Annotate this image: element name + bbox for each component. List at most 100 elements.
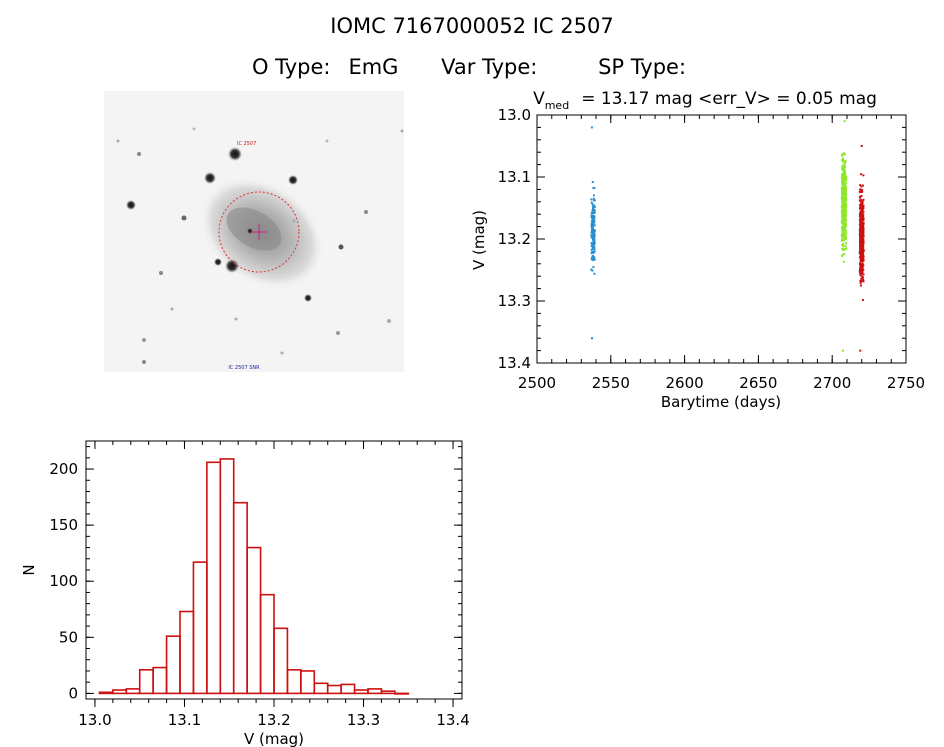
lc-point	[842, 187, 845, 190]
lc-point	[591, 231, 594, 234]
lc-point	[860, 243, 863, 246]
lc-point	[841, 227, 844, 230]
lc-point	[841, 221, 844, 224]
lc-point	[860, 259, 863, 262]
lc-point	[859, 265, 862, 268]
lc-point	[593, 250, 596, 253]
lc-point	[858, 263, 861, 266]
lc-point	[842, 188, 845, 191]
lc-point	[861, 214, 864, 217]
lc-point	[593, 217, 596, 220]
lc-point	[842, 188, 845, 191]
lc-point	[592, 246, 595, 249]
lc-point	[862, 235, 865, 238]
lc-point	[841, 222, 844, 225]
lc-point	[843, 194, 846, 197]
lc-point	[841, 204, 844, 207]
lc-point	[859, 233, 862, 236]
lc-point	[860, 204, 863, 207]
lc-point	[841, 180, 844, 183]
lc-point	[590, 235, 593, 238]
lc-point	[859, 266, 862, 269]
lc-point	[860, 234, 863, 237]
lc-point	[593, 243, 596, 246]
lc-point	[843, 221, 846, 224]
lc-point	[862, 245, 865, 248]
lc-point	[859, 219, 862, 222]
lc-point	[844, 232, 847, 235]
lc-point	[861, 236, 864, 239]
lc-point	[860, 249, 863, 252]
lc-point	[845, 247, 848, 250]
lc-point	[858, 251, 861, 254]
lc-point	[593, 240, 596, 243]
lc-point	[861, 184, 864, 187]
lc-point	[842, 188, 845, 191]
lc-point	[844, 199, 847, 202]
lc-point	[841, 233, 844, 236]
lc-point	[591, 245, 594, 248]
histogram-bars	[98, 458, 410, 695]
lc-point	[859, 241, 862, 244]
lc-point	[845, 214, 848, 217]
lc-point	[859, 238, 862, 241]
lc-point	[842, 195, 845, 198]
lc-point	[862, 227, 865, 230]
lc-point	[858, 252, 861, 255]
lc-point	[859, 204, 862, 207]
lc-point	[859, 234, 862, 237]
lc-point	[592, 233, 595, 236]
light-curve-title-rest: = 13.17 mag <err_V> = 0.05 mag	[581, 89, 877, 109]
lc-point	[840, 233, 843, 236]
lc-point	[859, 241, 862, 244]
lc-point	[843, 195, 846, 198]
lc-point	[861, 249, 864, 252]
lc-point	[843, 248, 846, 251]
lc-point	[860, 243, 863, 246]
lc-point	[861, 257, 864, 260]
lc-point	[843, 176, 846, 179]
lc-point	[844, 187, 847, 190]
lc-point	[841, 198, 844, 201]
lc-point	[842, 233, 845, 236]
lc-point	[593, 245, 596, 248]
lc-point	[844, 204, 847, 207]
lc-point	[845, 205, 848, 208]
lc-point	[842, 227, 845, 230]
lc-point	[860, 214, 863, 217]
lc-point	[862, 230, 865, 233]
lc-point	[859, 211, 862, 214]
lc-point	[859, 221, 862, 224]
lc-point	[845, 197, 848, 200]
lc-point	[842, 164, 845, 167]
lc-point	[842, 192, 845, 195]
lc-point	[843, 186, 846, 189]
lc-point	[844, 191, 847, 194]
lc-point	[843, 218, 846, 221]
lc-point	[591, 218, 594, 221]
lc-point	[844, 190, 847, 193]
lc-point	[592, 244, 595, 247]
lc-point	[860, 237, 863, 240]
lc-point	[841, 215, 844, 218]
lc-point	[591, 229, 594, 232]
lc-point	[841, 200, 844, 203]
lc-point	[859, 256, 862, 259]
lc-point	[842, 243, 845, 246]
lc-point	[843, 187, 846, 190]
histogram-bar	[353, 689, 369, 695]
lc-point	[860, 263, 863, 266]
lc-point	[592, 207, 595, 210]
lc-point	[841, 227, 844, 230]
lc-point	[860, 280, 863, 283]
lc-point	[861, 228, 864, 231]
lc-point	[862, 238, 865, 241]
lc-point	[859, 214, 862, 217]
lc-point	[858, 230, 861, 233]
lc-point	[843, 185, 846, 188]
lc-point	[841, 175, 844, 178]
lc-point	[861, 247, 864, 250]
light-curve-ylabel: V (mag)	[470, 210, 488, 270]
lc-point	[860, 244, 863, 247]
lc-point	[861, 271, 864, 274]
